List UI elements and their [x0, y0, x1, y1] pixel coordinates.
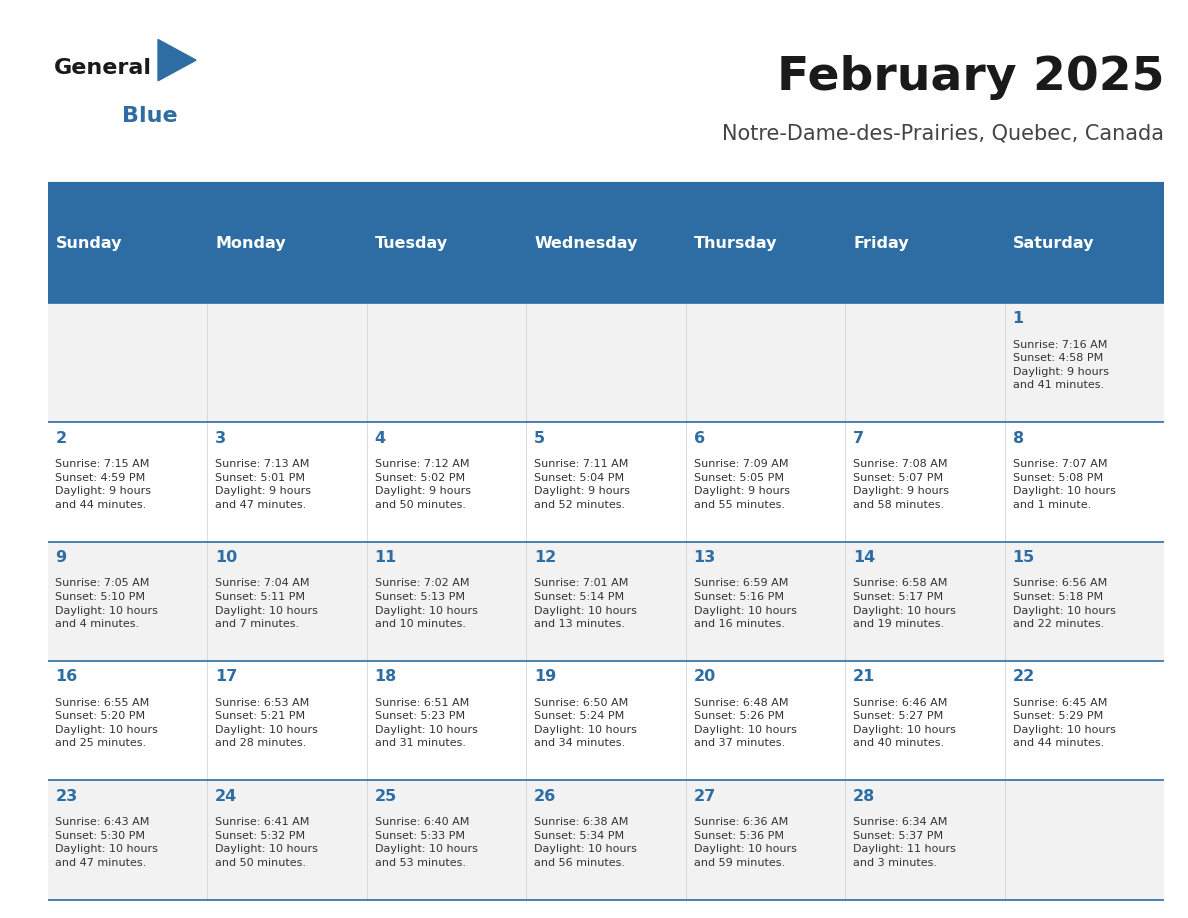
Text: 13: 13 [694, 550, 716, 565]
Text: Sunrise: 6:48 AM
Sunset: 5:26 PM
Daylight: 10 hours
and 37 minutes.: Sunrise: 6:48 AM Sunset: 5:26 PM Dayligh… [694, 698, 796, 748]
Bar [845, 184, 1005, 303]
Text: Sunrise: 6:46 AM
Sunset: 5:27 PM
Daylight: 10 hours
and 40 minutes.: Sunrise: 6:46 AM Sunset: 5:27 PM Dayligh… [853, 698, 956, 748]
Text: Sunrise: 7:05 AM
Sunset: 5:10 PM
Daylight: 10 hours
and 4 minutes.: Sunrise: 7:05 AM Sunset: 5:10 PM Dayligh… [56, 578, 158, 629]
Text: 3: 3 [215, 431, 226, 445]
Text: Sunrise: 7:01 AM
Sunset: 5:14 PM
Daylight: 10 hours
and 13 minutes.: Sunrise: 7:01 AM Sunset: 5:14 PM Dayligh… [535, 578, 637, 629]
Text: 5: 5 [535, 431, 545, 445]
Text: General: General [53, 58, 151, 78]
Text: Sunrise: 6:55 AM
Sunset: 5:20 PM
Daylight: 10 hours
and 25 minutes.: Sunrise: 6:55 AM Sunset: 5:20 PM Dayligh… [56, 698, 158, 748]
Text: 24: 24 [215, 789, 238, 803]
Text: Thursday: Thursday [694, 236, 777, 251]
Text: Sunrise: 6:51 AM
Sunset: 5:23 PM
Daylight: 10 hours
and 31 minutes.: Sunrise: 6:51 AM Sunset: 5:23 PM Dayligh… [374, 698, 478, 748]
Text: Sunrise: 6:56 AM
Sunset: 5:18 PM
Daylight: 10 hours
and 22 minutes.: Sunrise: 6:56 AM Sunset: 5:18 PM Dayligh… [1012, 578, 1116, 629]
Text: Sunrise: 7:11 AM
Sunset: 5:04 PM
Daylight: 9 hours
and 52 minutes.: Sunrise: 7:11 AM Sunset: 5:04 PM Dayligh… [535, 459, 630, 509]
Text: 4: 4 [374, 431, 386, 445]
Text: 12: 12 [535, 550, 556, 565]
Text: 2: 2 [56, 431, 67, 445]
Text: 14: 14 [853, 550, 876, 565]
Text: Sunrise: 6:45 AM
Sunset: 5:29 PM
Daylight: 10 hours
and 44 minutes.: Sunrise: 6:45 AM Sunset: 5:29 PM Dayligh… [1012, 698, 1116, 748]
Text: 9: 9 [56, 550, 67, 565]
Text: 25: 25 [374, 789, 397, 803]
Text: 28: 28 [853, 789, 876, 803]
Text: Monday: Monday [215, 236, 285, 251]
Text: Sunrise: 7:04 AM
Sunset: 5:11 PM
Daylight: 10 hours
and 7 minutes.: Sunrise: 7:04 AM Sunset: 5:11 PM Dayligh… [215, 578, 318, 629]
Text: Sunrise: 7:12 AM
Sunset: 5:02 PM
Daylight: 9 hours
and 50 minutes.: Sunrise: 7:12 AM Sunset: 5:02 PM Dayligh… [374, 459, 470, 509]
Text: Friday: Friday [853, 236, 909, 251]
Text: Sunrise: 6:58 AM
Sunset: 5:17 PM
Daylight: 10 hours
and 19 minutes.: Sunrise: 6:58 AM Sunset: 5:17 PM Dayligh… [853, 578, 956, 629]
Bar [48, 780, 1164, 900]
Polygon shape [158, 39, 196, 81]
Text: 8: 8 [1012, 431, 1024, 445]
Text: Sunday: Sunday [56, 236, 122, 251]
Bar [1005, 184, 1164, 303]
Bar [48, 184, 207, 303]
Text: 6: 6 [694, 431, 704, 445]
Text: 21: 21 [853, 669, 876, 684]
Text: 26: 26 [535, 789, 556, 803]
Text: Notre-Dame-des-Prairies, Quebec, Canada: Notre-Dame-des-Prairies, Quebec, Canada [722, 124, 1164, 144]
Text: Sunrise: 6:43 AM
Sunset: 5:30 PM
Daylight: 10 hours
and 47 minutes.: Sunrise: 6:43 AM Sunset: 5:30 PM Dayligh… [56, 817, 158, 868]
Text: 11: 11 [374, 550, 397, 565]
Text: 7: 7 [853, 431, 865, 445]
Text: 16: 16 [56, 669, 77, 684]
Bar [526, 184, 685, 303]
Text: Sunrise: 6:38 AM
Sunset: 5:34 PM
Daylight: 10 hours
and 56 minutes.: Sunrise: 6:38 AM Sunset: 5:34 PM Dayligh… [535, 817, 637, 868]
Text: Sunrise: 7:02 AM
Sunset: 5:13 PM
Daylight: 10 hours
and 10 minutes.: Sunrise: 7:02 AM Sunset: 5:13 PM Dayligh… [374, 578, 478, 629]
Text: 15: 15 [1012, 550, 1035, 565]
Text: Sunrise: 6:53 AM
Sunset: 5:21 PM
Daylight: 10 hours
and 28 minutes.: Sunrise: 6:53 AM Sunset: 5:21 PM Dayligh… [215, 698, 318, 748]
Text: Sunrise: 6:59 AM
Sunset: 5:16 PM
Daylight: 10 hours
and 16 minutes.: Sunrise: 6:59 AM Sunset: 5:16 PM Dayligh… [694, 578, 796, 629]
Text: February 2025: February 2025 [777, 55, 1164, 100]
Text: Sunrise: 7:15 AM
Sunset: 4:59 PM
Daylight: 9 hours
and 44 minutes.: Sunrise: 7:15 AM Sunset: 4:59 PM Dayligh… [56, 459, 152, 509]
Text: Sunrise: 6:40 AM
Sunset: 5:33 PM
Daylight: 10 hours
and 53 minutes.: Sunrise: 6:40 AM Sunset: 5:33 PM Dayligh… [374, 817, 478, 868]
Text: 10: 10 [215, 550, 238, 565]
Text: Sunrise: 7:09 AM
Sunset: 5:05 PM
Daylight: 9 hours
and 55 minutes.: Sunrise: 7:09 AM Sunset: 5:05 PM Dayligh… [694, 459, 790, 509]
Text: Wednesday: Wednesday [535, 236, 638, 251]
Text: Sunrise: 7:16 AM
Sunset: 4:58 PM
Daylight: 9 hours
and 41 minutes.: Sunrise: 7:16 AM Sunset: 4:58 PM Dayligh… [1012, 340, 1108, 390]
Text: Sunrise: 6:36 AM
Sunset: 5:36 PM
Daylight: 10 hours
and 59 minutes.: Sunrise: 6:36 AM Sunset: 5:36 PM Dayligh… [694, 817, 796, 868]
Text: Saturday: Saturday [1012, 236, 1094, 251]
Bar [48, 542, 1164, 661]
Text: Sunrise: 6:34 AM
Sunset: 5:37 PM
Daylight: 11 hours
and 3 minutes.: Sunrise: 6:34 AM Sunset: 5:37 PM Dayligh… [853, 817, 956, 868]
Text: Sunrise: 7:13 AM
Sunset: 5:01 PM
Daylight: 9 hours
and 47 minutes.: Sunrise: 7:13 AM Sunset: 5:01 PM Dayligh… [215, 459, 311, 509]
Bar [685, 184, 845, 303]
Text: 20: 20 [694, 669, 716, 684]
Text: Sunrise: 7:07 AM
Sunset: 5:08 PM
Daylight: 10 hours
and 1 minute.: Sunrise: 7:07 AM Sunset: 5:08 PM Dayligh… [1012, 459, 1116, 509]
Bar [48, 303, 1164, 422]
Text: Sunrise: 7:08 AM
Sunset: 5:07 PM
Daylight: 9 hours
and 58 minutes.: Sunrise: 7:08 AM Sunset: 5:07 PM Dayligh… [853, 459, 949, 509]
Text: 27: 27 [694, 789, 716, 803]
Text: 17: 17 [215, 669, 238, 684]
Text: 23: 23 [56, 789, 77, 803]
Bar [48, 422, 1164, 542]
Text: 22: 22 [1012, 669, 1035, 684]
Text: 18: 18 [374, 669, 397, 684]
Bar [207, 184, 367, 303]
Text: Sunrise: 6:50 AM
Sunset: 5:24 PM
Daylight: 10 hours
and 34 minutes.: Sunrise: 6:50 AM Sunset: 5:24 PM Dayligh… [535, 698, 637, 748]
Text: 1: 1 [1012, 311, 1024, 326]
Bar [48, 661, 1164, 780]
Bar [367, 184, 526, 303]
Text: 19: 19 [535, 669, 556, 684]
Text: Blue: Blue [122, 106, 178, 126]
Text: Sunrise: 6:41 AM
Sunset: 5:32 PM
Daylight: 10 hours
and 50 minutes.: Sunrise: 6:41 AM Sunset: 5:32 PM Dayligh… [215, 817, 318, 868]
Text: Tuesday: Tuesday [374, 236, 448, 251]
